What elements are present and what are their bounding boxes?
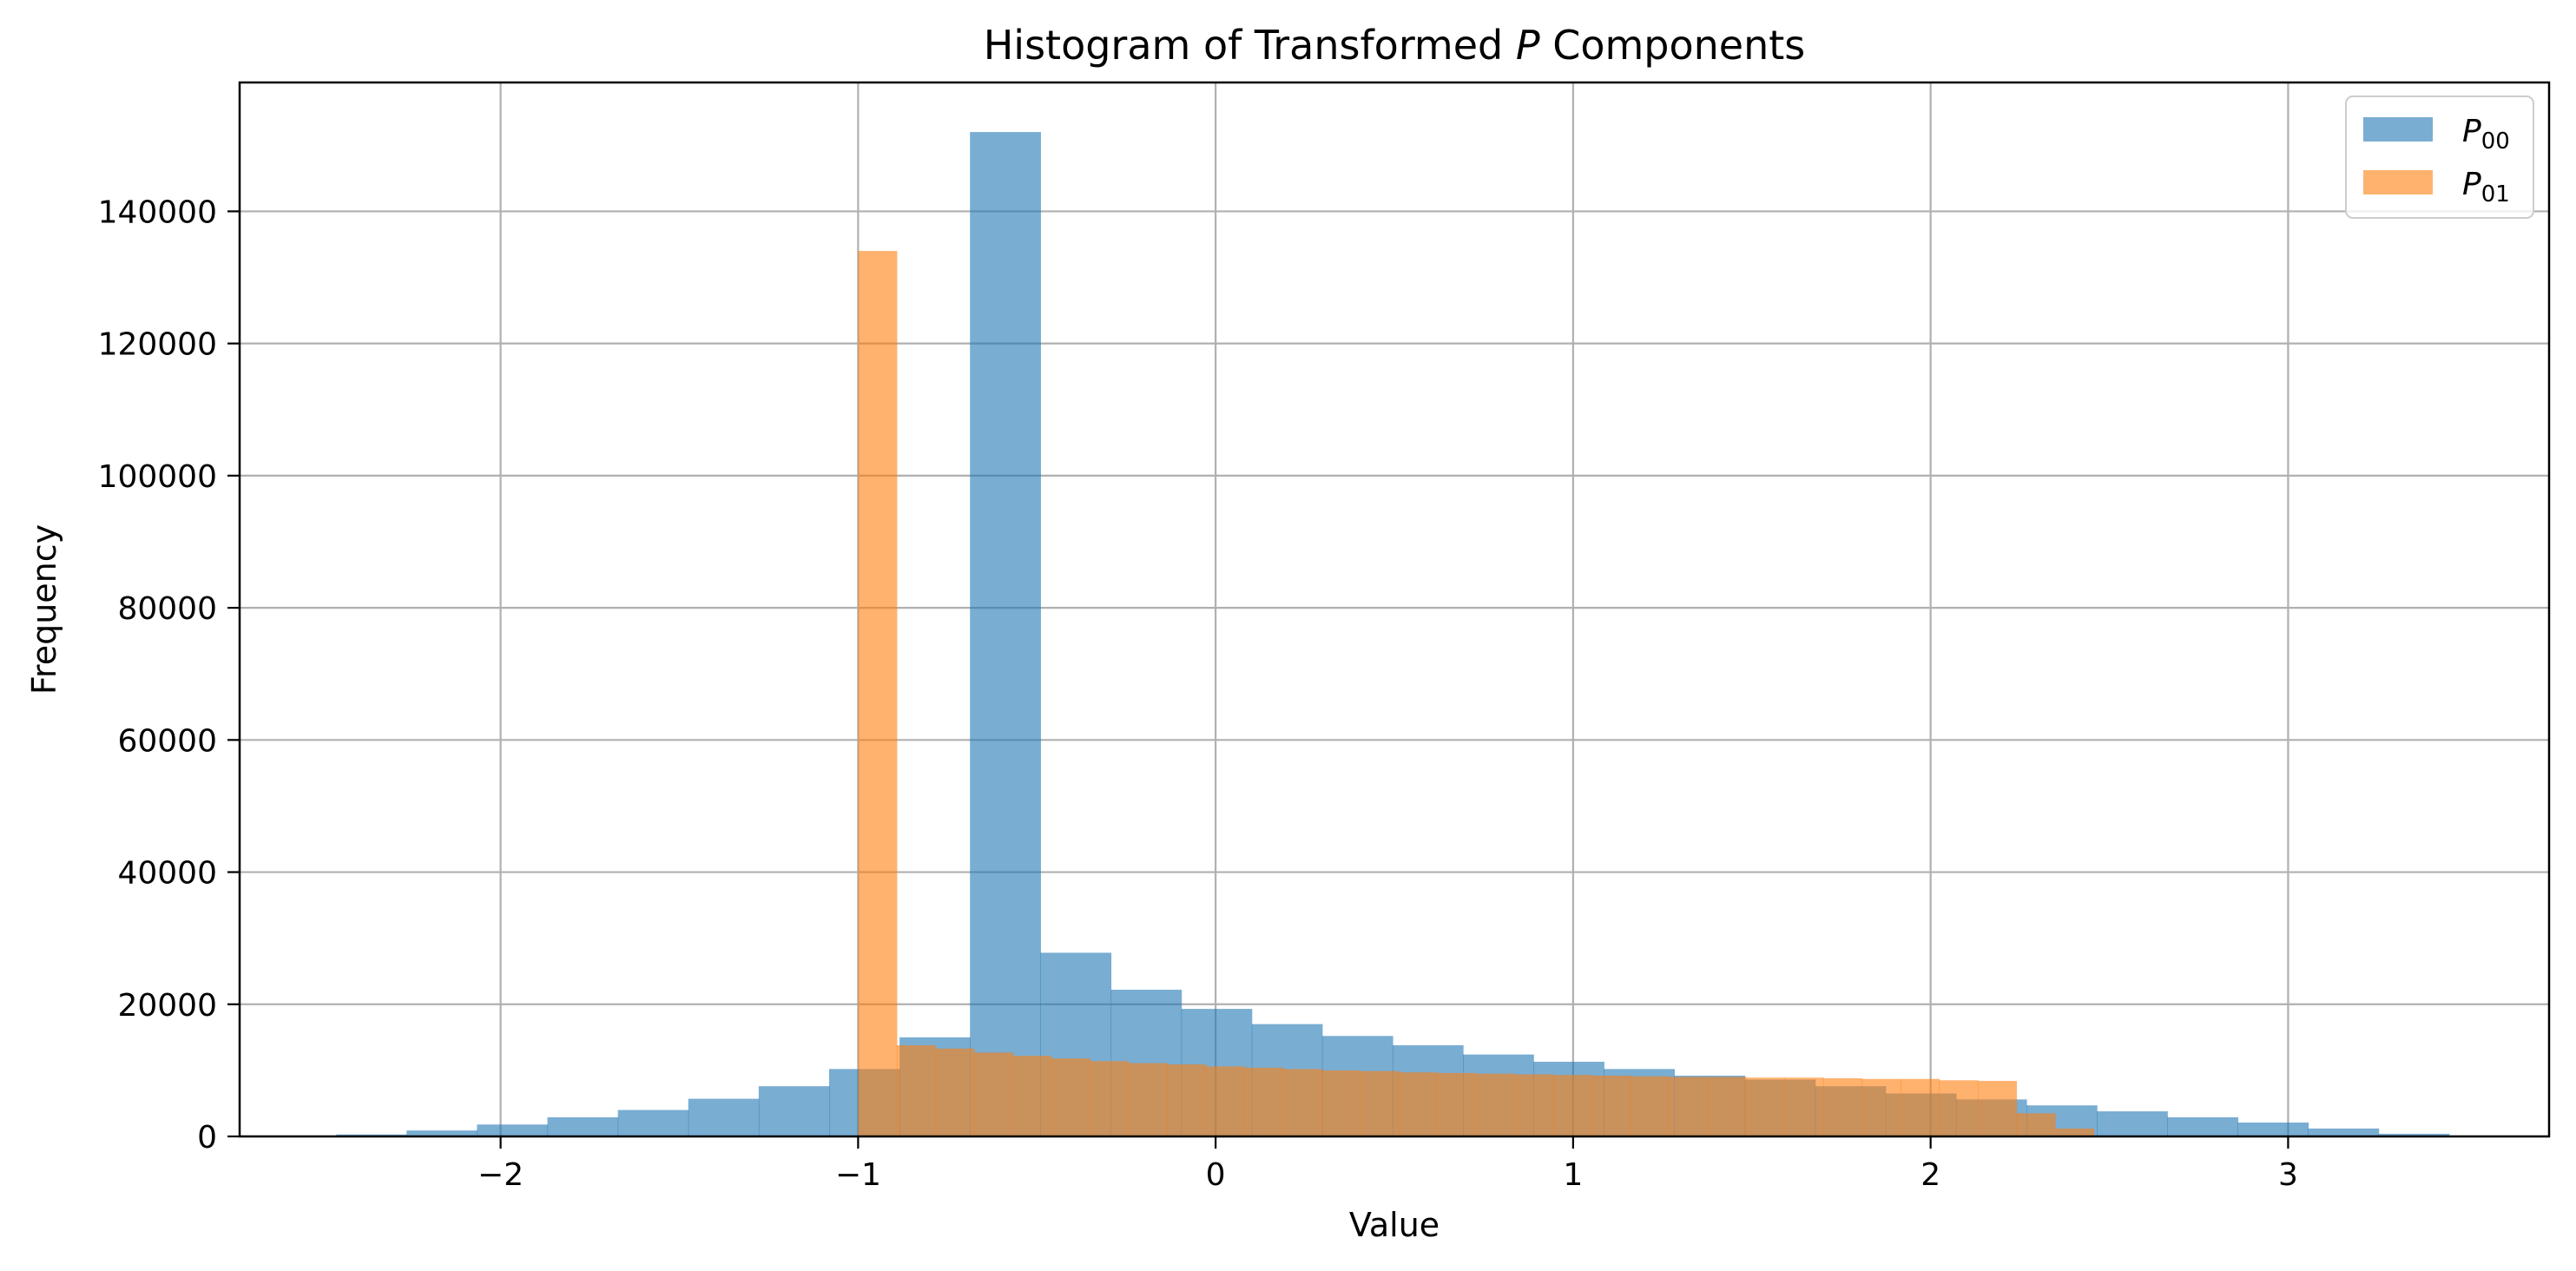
- legend-label-p01-sub: 01: [2481, 181, 2510, 207]
- bar-p01-24: [1784, 1077, 1824, 1136]
- y-tick-label: 40000: [117, 856, 217, 892]
- bar-p01-21: [1669, 1077, 1709, 1136]
- bar-p01-1: [896, 1044, 936, 1136]
- bar-p01-28: [1939, 1080, 1979, 1136]
- bar-p01-9: [1205, 1066, 1245, 1136]
- bar-p01-0: [858, 251, 898, 1136]
- legend-label-p00: P00: [2462, 114, 2510, 155]
- x-tick-label: 3: [2278, 1157, 2298, 1193]
- bar-p01-4: [1012, 1056, 1052, 1136]
- legend: P00 P01: [2345, 95, 2534, 219]
- bar-p01-7: [1128, 1063, 1168, 1136]
- bar-p00-1: [406, 1130, 478, 1136]
- x-tick-label: 0: [1206, 1157, 1226, 1193]
- y-tick-label: 120000: [98, 327, 217, 363]
- chart-title-before: Histogram of Transformed: [984, 22, 1516, 69]
- bar-p01-25: [1823, 1078, 1863, 1136]
- bar-p01-17: [1514, 1074, 1554, 1136]
- axis-ticks: −2 −1 0 1 2 3 0 20000 40000 60000 80000 100000 12000…: [98, 194, 2298, 1193]
- legend-swatch-p00: [2363, 117, 2433, 142]
- y-tick-label: 80000: [117, 591, 217, 627]
- bar-p01-13: [1360, 1070, 1400, 1136]
- legend-swatch-p01: [2363, 170, 2433, 194]
- bar-series-p01: [858, 251, 2095, 1136]
- bar-p00-9: [970, 132, 1041, 1137]
- bar-p00-25: [2097, 1111, 2168, 1136]
- bar-p01-31: [2054, 1128, 2095, 1136]
- bar-p00-3: [547, 1116, 619, 1136]
- bar-p01-5: [1051, 1058, 1090, 1136]
- bar-p01-12: [1321, 1070, 1361, 1136]
- x-tick-label: −1: [835, 1157, 881, 1193]
- bar-p01-11: [1282, 1069, 1322, 1136]
- bar-p01-22: [1707, 1077, 1747, 1136]
- bar-p01-27: [1901, 1078, 1940, 1136]
- x-tick-label: −2: [478, 1157, 524, 1193]
- bar-p01-14: [1398, 1072, 1439, 1136]
- bar-p00-5: [688, 1098, 760, 1136]
- x-axis-label: Value: [1349, 1206, 1440, 1244]
- bar-p01-2: [935, 1048, 975, 1136]
- y-tick-label: 0: [197, 1120, 217, 1156]
- y-axis-label: Frequency: [25, 524, 63, 695]
- bar-p01-23: [1746, 1077, 1786, 1136]
- bar-p00-26: [2167, 1116, 2238, 1136]
- bar-p00-29: [2378, 1133, 2450, 1136]
- legend-label-p00-sub: 00: [2481, 128, 2510, 155]
- x-tick-label: 2: [1920, 1157, 1940, 1193]
- histogram-bars: [336, 132, 2450, 1137]
- chart-title-symbol: P: [1516, 22, 1540, 69]
- y-tick-label: 100000: [98, 459, 217, 495]
- chart-title-after: Components: [1540, 22, 1806, 69]
- y-tick-label: 20000: [117, 988, 217, 1024]
- bar-p01-19: [1591, 1075, 1631, 1136]
- legend-label-p00-base: P: [2462, 114, 2481, 149]
- y-tick-label: 60000: [117, 723, 217, 759]
- x-tick-label: 1: [1563, 1157, 1583, 1193]
- bar-p01-3: [973, 1052, 1013, 1136]
- chart-title: Histogram of Transformed P Components: [984, 22, 1806, 69]
- bar-p01-15: [1437, 1072, 1477, 1136]
- bar-p00-27: [2237, 1123, 2309, 1136]
- bar-p01-30: [2016, 1113, 2056, 1136]
- bar-p01-8: [1167, 1064, 1207, 1136]
- bar-p01-26: [1861, 1078, 1901, 1136]
- legend-label-p01-base: P: [2462, 167, 2481, 202]
- bar-p00-28: [2308, 1128, 2380, 1136]
- bar-p00-2: [477, 1124, 549, 1136]
- bar-p01-29: [1978, 1081, 2018, 1136]
- legend-label-p01: P01: [2462, 167, 2510, 207]
- bar-p01-18: [1552, 1075, 1592, 1136]
- bar-p00-4: [617, 1110, 689, 1136]
- bar-p00-6: [758, 1086, 830, 1136]
- bar-p01-20: [1630, 1076, 1670, 1136]
- bar-p01-16: [1475, 1073, 1515, 1136]
- y-tick-label: 140000: [98, 194, 217, 230]
- bar-p01-10: [1244, 1067, 1284, 1136]
- plot-area-frame: [238, 81, 2551, 1138]
- bar-p01-6: [1090, 1061, 1130, 1136]
